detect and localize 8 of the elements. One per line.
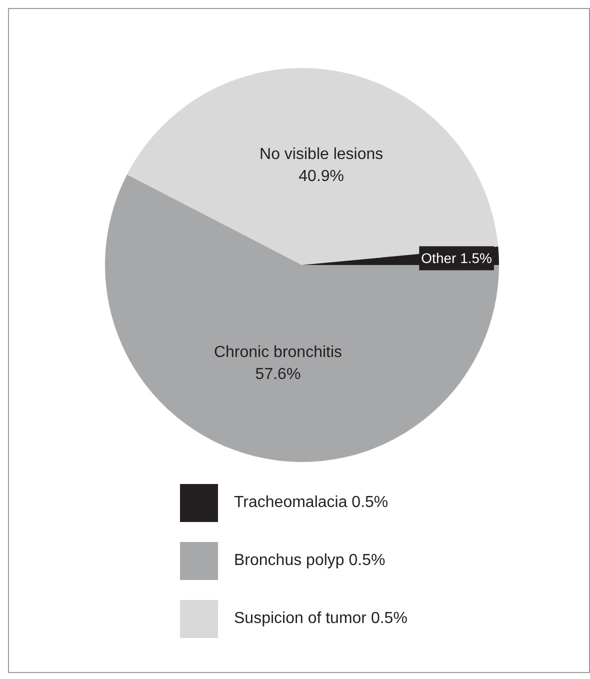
data-label: 57.6% xyxy=(255,366,301,384)
slice-label: Other 1.5% xyxy=(421,250,492,266)
text: Suspicion of tumor 0.5% xyxy=(234,610,408,628)
slice-label: No visible lesions xyxy=(260,146,384,163)
data-label: 40.9% xyxy=(298,168,344,185)
text: Bronchus polyp 0.5% xyxy=(234,552,386,570)
text: Tracheomalacia 0.5% xyxy=(234,494,388,512)
slice-label: Chronic bronchitis xyxy=(214,344,342,362)
